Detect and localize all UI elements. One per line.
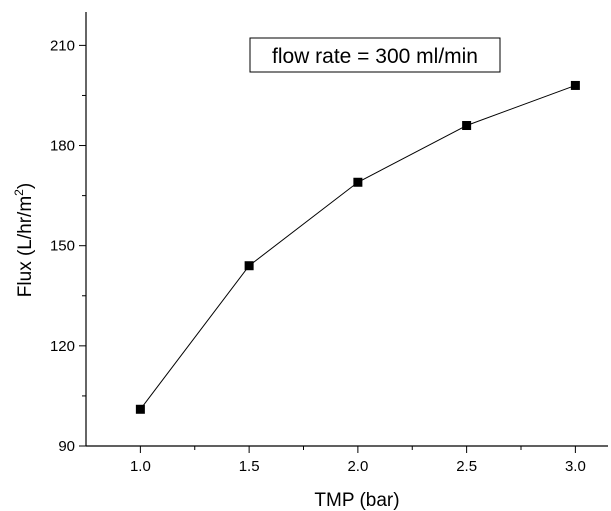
y-axis-title-close: ) (15, 183, 36, 189)
annotation-box: flow rate = 300 ml/min (249, 37, 501, 73)
x-tick-label: 2.5 (456, 458, 477, 475)
data-point-marker (244, 261, 254, 271)
y-tick-label: 180 (50, 138, 75, 155)
annotation-text: flow rate = 300 ml/min (272, 45, 478, 68)
plot-frame (85, 12, 608, 447)
y-axis-title-main: Flux (L/hr/m (15, 196, 36, 297)
y-tick-label: 90 (58, 438, 75, 455)
axis-ticks (79, 44, 576, 453)
y-tick-label: 210 (50, 37, 75, 54)
data-point-marker (570, 80, 580, 90)
data-point-marker (135, 404, 145, 414)
data-point-marker (353, 177, 363, 187)
axis-tick-labels: 1.0 1.5 2.0 2.5 3.0 90 120 150 180 210 (50, 37, 586, 475)
y-axis-title-superscript: 2 (12, 189, 26, 196)
x-tick-label: 2.0 (347, 458, 368, 475)
y-tick-label: 150 (50, 238, 75, 255)
data-point-marker (462, 121, 472, 131)
series-line (139, 84, 576, 410)
series-markers (135, 80, 580, 414)
y-axis-title: Flux (L/hr/m2) (12, 183, 36, 297)
x-axis-title: TMP (bar) (314, 490, 399, 511)
x-tick-label: 3.0 (565, 458, 586, 475)
y-tick-label: 120 (50, 338, 75, 355)
x-tick-label: 1.0 (130, 458, 151, 475)
annotation-border (249, 37, 501, 73)
x-tick-label: 1.5 (239, 458, 260, 475)
